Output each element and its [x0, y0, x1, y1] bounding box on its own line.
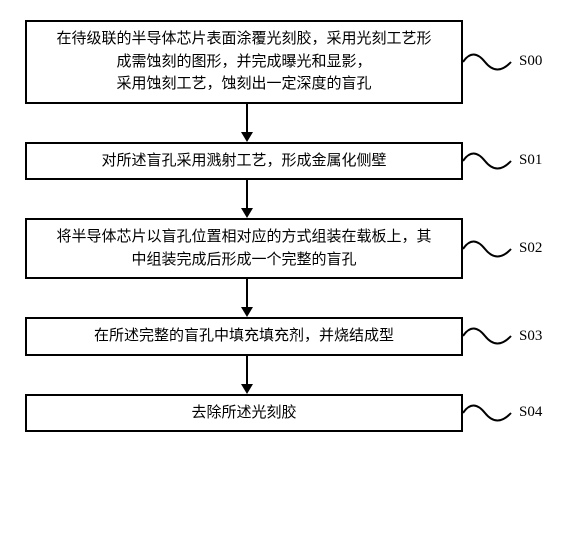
flow-arrow [241, 104, 253, 142]
flow-step-text: 在待级联的半导体芯片表面涂覆光刻胶，采用光刻工艺形 [37, 28, 451, 51]
squiggle-connector [463, 323, 513, 349]
step-connector: S02 [463, 236, 573, 262]
squiggle-connector [463, 400, 513, 426]
step-connector: S04 [463, 400, 573, 426]
flowchart: 在待级联的半导体芯片表面涂覆光刻胶，采用光刻工艺形成需蚀刻的图形，并完成曝光和显… [10, 20, 573, 432]
step-label: S01 [519, 152, 542, 169]
flow-step-text: 采用蚀刻工艺，蚀刻出一定深度的盲孔 [37, 73, 451, 96]
flow-step-text: 对所述盲孔采用溅射工艺，形成金属化侧壁 [37, 150, 451, 173]
flow-step-row: 将半导体芯片以盲孔位置相对应的方式组装在载板上，其中组装完成后形成一个完整的盲孔… [10, 218, 573, 279]
flow-step-text: 将半导体芯片以盲孔位置相对应的方式组装在载板上，其 [37, 226, 451, 249]
flow-step-text: 成需蚀刻的图形，并完成曝光和显影， [37, 51, 451, 74]
squiggle-connector [463, 148, 513, 174]
step-label: S00 [519, 53, 542, 70]
arrow-head-icon [241, 132, 253, 142]
flow-step-row: 在所述完整的盲孔中填充填充剂，并烧结成型 S03 [10, 317, 573, 356]
step-label: S04 [519, 404, 542, 421]
step-connector: S03 [463, 323, 573, 349]
flow-step-row: 在待级联的半导体芯片表面涂覆光刻胶，采用光刻工艺形成需蚀刻的图形，并完成曝光和显… [10, 20, 573, 104]
flow-step-box: 去除所述光刻胶 [25, 394, 463, 433]
arrow-head-icon [241, 208, 253, 218]
flow-step-box: 在所述完整的盲孔中填充填充剂，并烧结成型 [25, 317, 463, 356]
flow-step-row: 对所述盲孔采用溅射工艺，形成金属化侧壁 S01 [10, 142, 573, 181]
flow-step-row: 去除所述光刻胶 S04 [10, 394, 573, 433]
arrow-line [246, 356, 248, 384]
step-connector: S01 [463, 148, 573, 174]
arrow-head-icon [241, 384, 253, 394]
flow-step-text: 去除所述光刻胶 [37, 402, 451, 425]
arrow-line [246, 279, 248, 307]
arrow-line [246, 180, 248, 208]
flow-arrow [241, 180, 253, 218]
squiggle-connector [463, 49, 513, 75]
flow-step-box: 对所述盲孔采用溅射工艺，形成金属化侧壁 [25, 142, 463, 181]
flow-step-text: 在所述完整的盲孔中填充填充剂，并烧结成型 [37, 325, 451, 348]
arrow-head-icon [241, 307, 253, 317]
flow-step-box: 将半导体芯片以盲孔位置相对应的方式组装在载板上，其中组装完成后形成一个完整的盲孔 [25, 218, 463, 279]
flow-arrow [241, 356, 253, 394]
flow-arrow [241, 279, 253, 317]
flow-step-box: 在待级联的半导体芯片表面涂覆光刻胶，采用光刻工艺形成需蚀刻的图形，并完成曝光和显… [25, 20, 463, 104]
arrow-line [246, 104, 248, 132]
step-connector: S00 [463, 49, 573, 75]
step-label: S02 [519, 240, 542, 257]
flow-step-text: 中组装完成后形成一个完整的盲孔 [37, 249, 451, 272]
squiggle-connector [463, 236, 513, 262]
step-label: S03 [519, 328, 542, 345]
